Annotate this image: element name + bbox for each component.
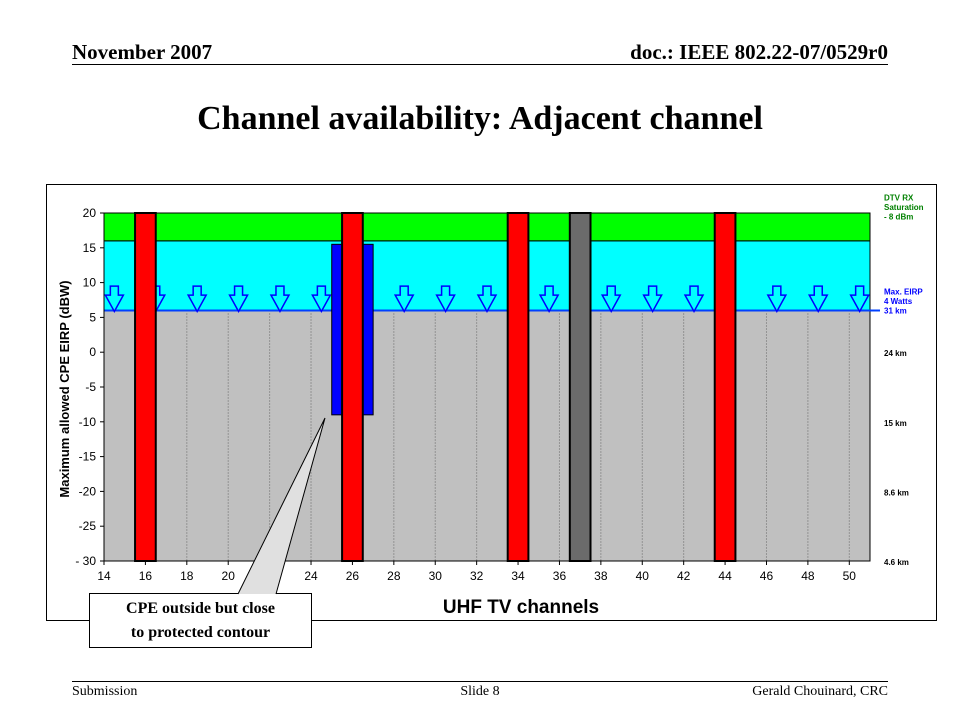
x-tick-label: 26 xyxy=(346,569,360,583)
y-tick-label: -15 xyxy=(79,450,97,464)
right-label: 4 Watts xyxy=(884,297,913,306)
footer-left: Submission xyxy=(72,684,138,699)
down-arrow xyxy=(683,285,705,313)
y-tick-label: -25 xyxy=(79,519,97,533)
x-tick-label: 40 xyxy=(636,569,650,583)
x-tick-label: 42 xyxy=(677,569,691,583)
right-label: 15 km xyxy=(884,419,907,428)
down-arrow xyxy=(186,285,208,313)
y-tick-label: -20 xyxy=(79,484,97,498)
occupied-channel-bar xyxy=(134,212,157,562)
y-tick-label: -5 xyxy=(85,380,96,394)
down-arrow xyxy=(435,285,456,313)
right-label: 31 km xyxy=(884,306,907,315)
header-rule xyxy=(72,64,888,65)
y-tick-label: 10 xyxy=(83,276,97,290)
band-gray xyxy=(103,309,871,562)
footer-rule xyxy=(72,681,888,682)
x-tick-label: 20 xyxy=(222,569,236,583)
x-tick-label: 48 xyxy=(801,569,815,583)
x-tick-label: 16 xyxy=(139,569,153,583)
down-arrow xyxy=(104,285,125,313)
x-tick-label: 36 xyxy=(553,569,567,583)
slide-title: Channel availability: Adjacent channel xyxy=(197,100,763,137)
down-arrow xyxy=(538,285,560,313)
x-tick-label: 50 xyxy=(843,569,857,583)
x-tick-label: 38 xyxy=(594,569,608,583)
right-label: - 8 dBm xyxy=(884,212,913,221)
occupied-channel-bar xyxy=(506,212,530,562)
occupied-channel-bar xyxy=(568,212,592,562)
right-label: 4.6 km xyxy=(884,558,909,567)
x-tick-label: 46 xyxy=(760,569,774,583)
right-label: 24 km xyxy=(884,349,907,358)
down-arrow xyxy=(228,285,249,313)
y-axis-title: Maximum allowed CPE EIRP (dBW) xyxy=(57,280,72,497)
occupied-channel-bar xyxy=(341,212,364,562)
down-arrow xyxy=(600,285,622,313)
y-tick-label: - 30 xyxy=(75,554,96,568)
x-axis-title: UHF TV channels xyxy=(443,597,599,618)
down-arrow xyxy=(393,285,415,313)
down-arrow xyxy=(766,285,788,313)
chart-frame: Maximum allowed CPE EIRP (dBW) UHF TV ch… xyxy=(46,184,937,621)
down-arrow xyxy=(807,285,829,313)
y-tick-label: 20 xyxy=(83,206,97,220)
x-tick-label: 24 xyxy=(304,569,318,583)
x-tick-label: 30 xyxy=(429,569,443,583)
y-tick-label: 15 xyxy=(83,241,97,255)
right-label: DTV RX xyxy=(884,193,914,202)
y-tick-label: -10 xyxy=(79,415,97,429)
x-tick-label: 18 xyxy=(180,569,194,583)
callout-line-2: to protected contour xyxy=(130,624,271,641)
callout-line-1: CPE outside but close xyxy=(126,600,275,617)
footer-author: Gerald Chouinard, CRC xyxy=(752,684,888,699)
x-tick-label: 14 xyxy=(97,569,111,583)
x-tick-label: 34 xyxy=(511,569,525,583)
right-label: Saturation xyxy=(884,203,924,212)
down-arrow xyxy=(269,285,291,313)
x-tick-label: 32 xyxy=(470,569,484,583)
down-arrow xyxy=(311,285,332,313)
right-label: 8.6 km xyxy=(884,488,909,497)
down-arrow xyxy=(642,285,663,313)
callout-box: CPE outside but close to protected conto… xyxy=(89,593,312,648)
header-doc-id: doc.: IEEE 802.22-07/0529r0 xyxy=(630,40,888,64)
x-tick-label: 28 xyxy=(387,569,401,583)
footer-slide-number: Slide 8 xyxy=(460,684,500,699)
header-date: November 2007 xyxy=(72,40,213,64)
down-arrow xyxy=(476,285,498,313)
y-tick-label: 5 xyxy=(89,310,96,324)
down-arrow xyxy=(849,285,870,313)
band-green xyxy=(103,212,871,242)
y-tick-label: 0 xyxy=(89,345,96,359)
x-tick-label: 44 xyxy=(718,569,732,583)
occupied-channel-bar xyxy=(713,212,737,562)
right-label: Max. EIRP xyxy=(884,287,923,296)
x-tick-label: 22 xyxy=(263,569,277,583)
channel-availability-chart: Maximum allowed CPE EIRP (dBW) UHF TV ch… xyxy=(57,193,924,618)
